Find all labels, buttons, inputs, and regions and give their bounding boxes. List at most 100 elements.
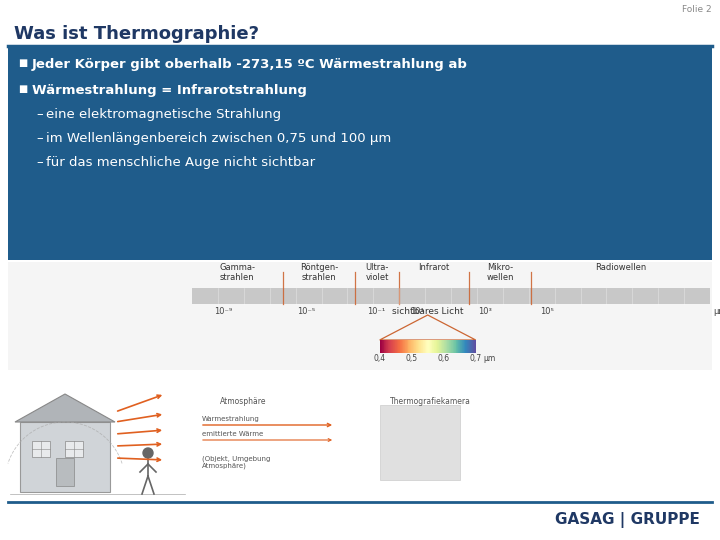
FancyBboxPatch shape bbox=[399, 340, 400, 353]
FancyBboxPatch shape bbox=[442, 340, 444, 353]
Text: GASAG | GRUPPE: GASAG | GRUPPE bbox=[555, 512, 700, 528]
FancyBboxPatch shape bbox=[382, 340, 384, 353]
FancyBboxPatch shape bbox=[381, 340, 382, 353]
FancyBboxPatch shape bbox=[426, 340, 427, 353]
FancyBboxPatch shape bbox=[421, 340, 422, 353]
FancyBboxPatch shape bbox=[390, 340, 392, 353]
FancyBboxPatch shape bbox=[56, 458, 74, 486]
FancyBboxPatch shape bbox=[467, 340, 468, 353]
FancyBboxPatch shape bbox=[428, 340, 429, 353]
Text: Thermografiekamera: Thermografiekamera bbox=[390, 397, 471, 406]
Text: Infrarot: Infrarot bbox=[418, 263, 450, 272]
Text: (Objekt, Umgebung
Atmosphäre): (Objekt, Umgebung Atmosphäre) bbox=[202, 455, 271, 469]
FancyBboxPatch shape bbox=[464, 340, 465, 353]
Text: Mikro-
wellen: Mikro- wellen bbox=[487, 263, 514, 282]
FancyBboxPatch shape bbox=[416, 340, 418, 353]
FancyBboxPatch shape bbox=[438, 340, 439, 353]
Text: Jeder Körper gibt oberhalb -273,15 ºC Wärmestrahlung ab: Jeder Körper gibt oberhalb -273,15 ºC Wä… bbox=[32, 58, 468, 71]
FancyBboxPatch shape bbox=[405, 340, 406, 353]
FancyBboxPatch shape bbox=[440, 340, 441, 353]
Text: –: – bbox=[36, 156, 42, 169]
FancyBboxPatch shape bbox=[474, 340, 476, 353]
FancyBboxPatch shape bbox=[456, 340, 458, 353]
FancyBboxPatch shape bbox=[407, 340, 408, 353]
Text: ■: ■ bbox=[18, 84, 27, 94]
FancyBboxPatch shape bbox=[459, 340, 461, 353]
Text: 10⁵: 10⁵ bbox=[540, 307, 554, 316]
FancyBboxPatch shape bbox=[398, 340, 399, 353]
FancyBboxPatch shape bbox=[454, 340, 455, 353]
Text: im Wellenlängenbereich zwischen 0,75 und 100 μm: im Wellenlängenbereich zwischen 0,75 und… bbox=[46, 132, 391, 145]
FancyBboxPatch shape bbox=[443, 340, 444, 353]
FancyBboxPatch shape bbox=[402, 340, 403, 353]
FancyBboxPatch shape bbox=[385, 340, 387, 353]
FancyBboxPatch shape bbox=[430, 340, 431, 353]
FancyBboxPatch shape bbox=[444, 340, 445, 353]
Text: sichtbares Licht: sichtbares Licht bbox=[392, 307, 464, 316]
FancyBboxPatch shape bbox=[431, 340, 433, 353]
Text: Wärmestrahlung = Infrarotstrahlung: Wärmestrahlung = Infrarotstrahlung bbox=[32, 84, 307, 97]
FancyBboxPatch shape bbox=[472, 340, 473, 353]
FancyBboxPatch shape bbox=[454, 340, 456, 353]
FancyBboxPatch shape bbox=[394, 340, 395, 353]
Text: –: – bbox=[36, 132, 42, 145]
FancyBboxPatch shape bbox=[388, 340, 390, 353]
Text: Atmosphäre: Atmosphäre bbox=[220, 397, 266, 406]
Text: Warmestrahlung: Warmestrahlung bbox=[202, 416, 260, 422]
Text: Was ist Thermographie?: Was ist Thermographie? bbox=[14, 25, 259, 43]
FancyBboxPatch shape bbox=[402, 340, 404, 353]
Text: 0,6: 0,6 bbox=[438, 354, 450, 363]
Text: μm: μm bbox=[484, 354, 496, 363]
FancyBboxPatch shape bbox=[466, 340, 467, 353]
FancyBboxPatch shape bbox=[462, 340, 464, 353]
Text: 10³: 10³ bbox=[478, 307, 492, 316]
FancyBboxPatch shape bbox=[425, 340, 426, 353]
FancyBboxPatch shape bbox=[441, 340, 442, 353]
FancyBboxPatch shape bbox=[20, 422, 110, 492]
FancyBboxPatch shape bbox=[65, 441, 83, 457]
FancyBboxPatch shape bbox=[410, 340, 412, 353]
FancyBboxPatch shape bbox=[439, 340, 441, 353]
FancyBboxPatch shape bbox=[457, 340, 459, 353]
Text: eine elektromagnetische Strahlung: eine elektromagnetische Strahlung bbox=[46, 108, 281, 121]
FancyBboxPatch shape bbox=[451, 340, 452, 353]
FancyBboxPatch shape bbox=[449, 340, 450, 353]
FancyBboxPatch shape bbox=[411, 340, 413, 353]
Text: 10¹: 10¹ bbox=[410, 307, 424, 316]
FancyBboxPatch shape bbox=[404, 340, 405, 353]
FancyBboxPatch shape bbox=[473, 340, 474, 353]
FancyBboxPatch shape bbox=[446, 340, 447, 353]
FancyBboxPatch shape bbox=[437, 340, 438, 353]
FancyBboxPatch shape bbox=[395, 340, 396, 353]
FancyBboxPatch shape bbox=[428, 340, 430, 353]
FancyBboxPatch shape bbox=[431, 340, 432, 353]
FancyBboxPatch shape bbox=[465, 340, 467, 353]
Polygon shape bbox=[15, 394, 115, 422]
Text: 0,4: 0,4 bbox=[374, 354, 386, 363]
FancyBboxPatch shape bbox=[448, 340, 449, 353]
FancyBboxPatch shape bbox=[418, 340, 419, 353]
FancyBboxPatch shape bbox=[401, 340, 402, 353]
Text: 10⁻⁵: 10⁻⁵ bbox=[297, 307, 315, 316]
FancyBboxPatch shape bbox=[463, 340, 464, 353]
FancyBboxPatch shape bbox=[397, 340, 398, 353]
Text: μm: μm bbox=[714, 307, 720, 316]
FancyBboxPatch shape bbox=[445, 340, 446, 353]
FancyBboxPatch shape bbox=[447, 340, 448, 353]
FancyBboxPatch shape bbox=[422, 340, 423, 353]
FancyBboxPatch shape bbox=[469, 340, 470, 353]
FancyBboxPatch shape bbox=[423, 340, 424, 353]
FancyBboxPatch shape bbox=[400, 340, 401, 353]
FancyBboxPatch shape bbox=[436, 340, 438, 353]
Text: –: – bbox=[36, 108, 42, 121]
Text: Röntgen-
strahlen: Röntgen- strahlen bbox=[300, 263, 338, 282]
FancyBboxPatch shape bbox=[468, 340, 469, 353]
FancyBboxPatch shape bbox=[408, 340, 409, 353]
FancyBboxPatch shape bbox=[413, 340, 415, 353]
FancyBboxPatch shape bbox=[453, 340, 454, 353]
Text: emittierte Wärme: emittierte Wärme bbox=[202, 431, 264, 437]
FancyBboxPatch shape bbox=[393, 340, 395, 353]
FancyBboxPatch shape bbox=[460, 340, 462, 353]
FancyBboxPatch shape bbox=[387, 340, 389, 353]
FancyBboxPatch shape bbox=[192, 288, 710, 304]
